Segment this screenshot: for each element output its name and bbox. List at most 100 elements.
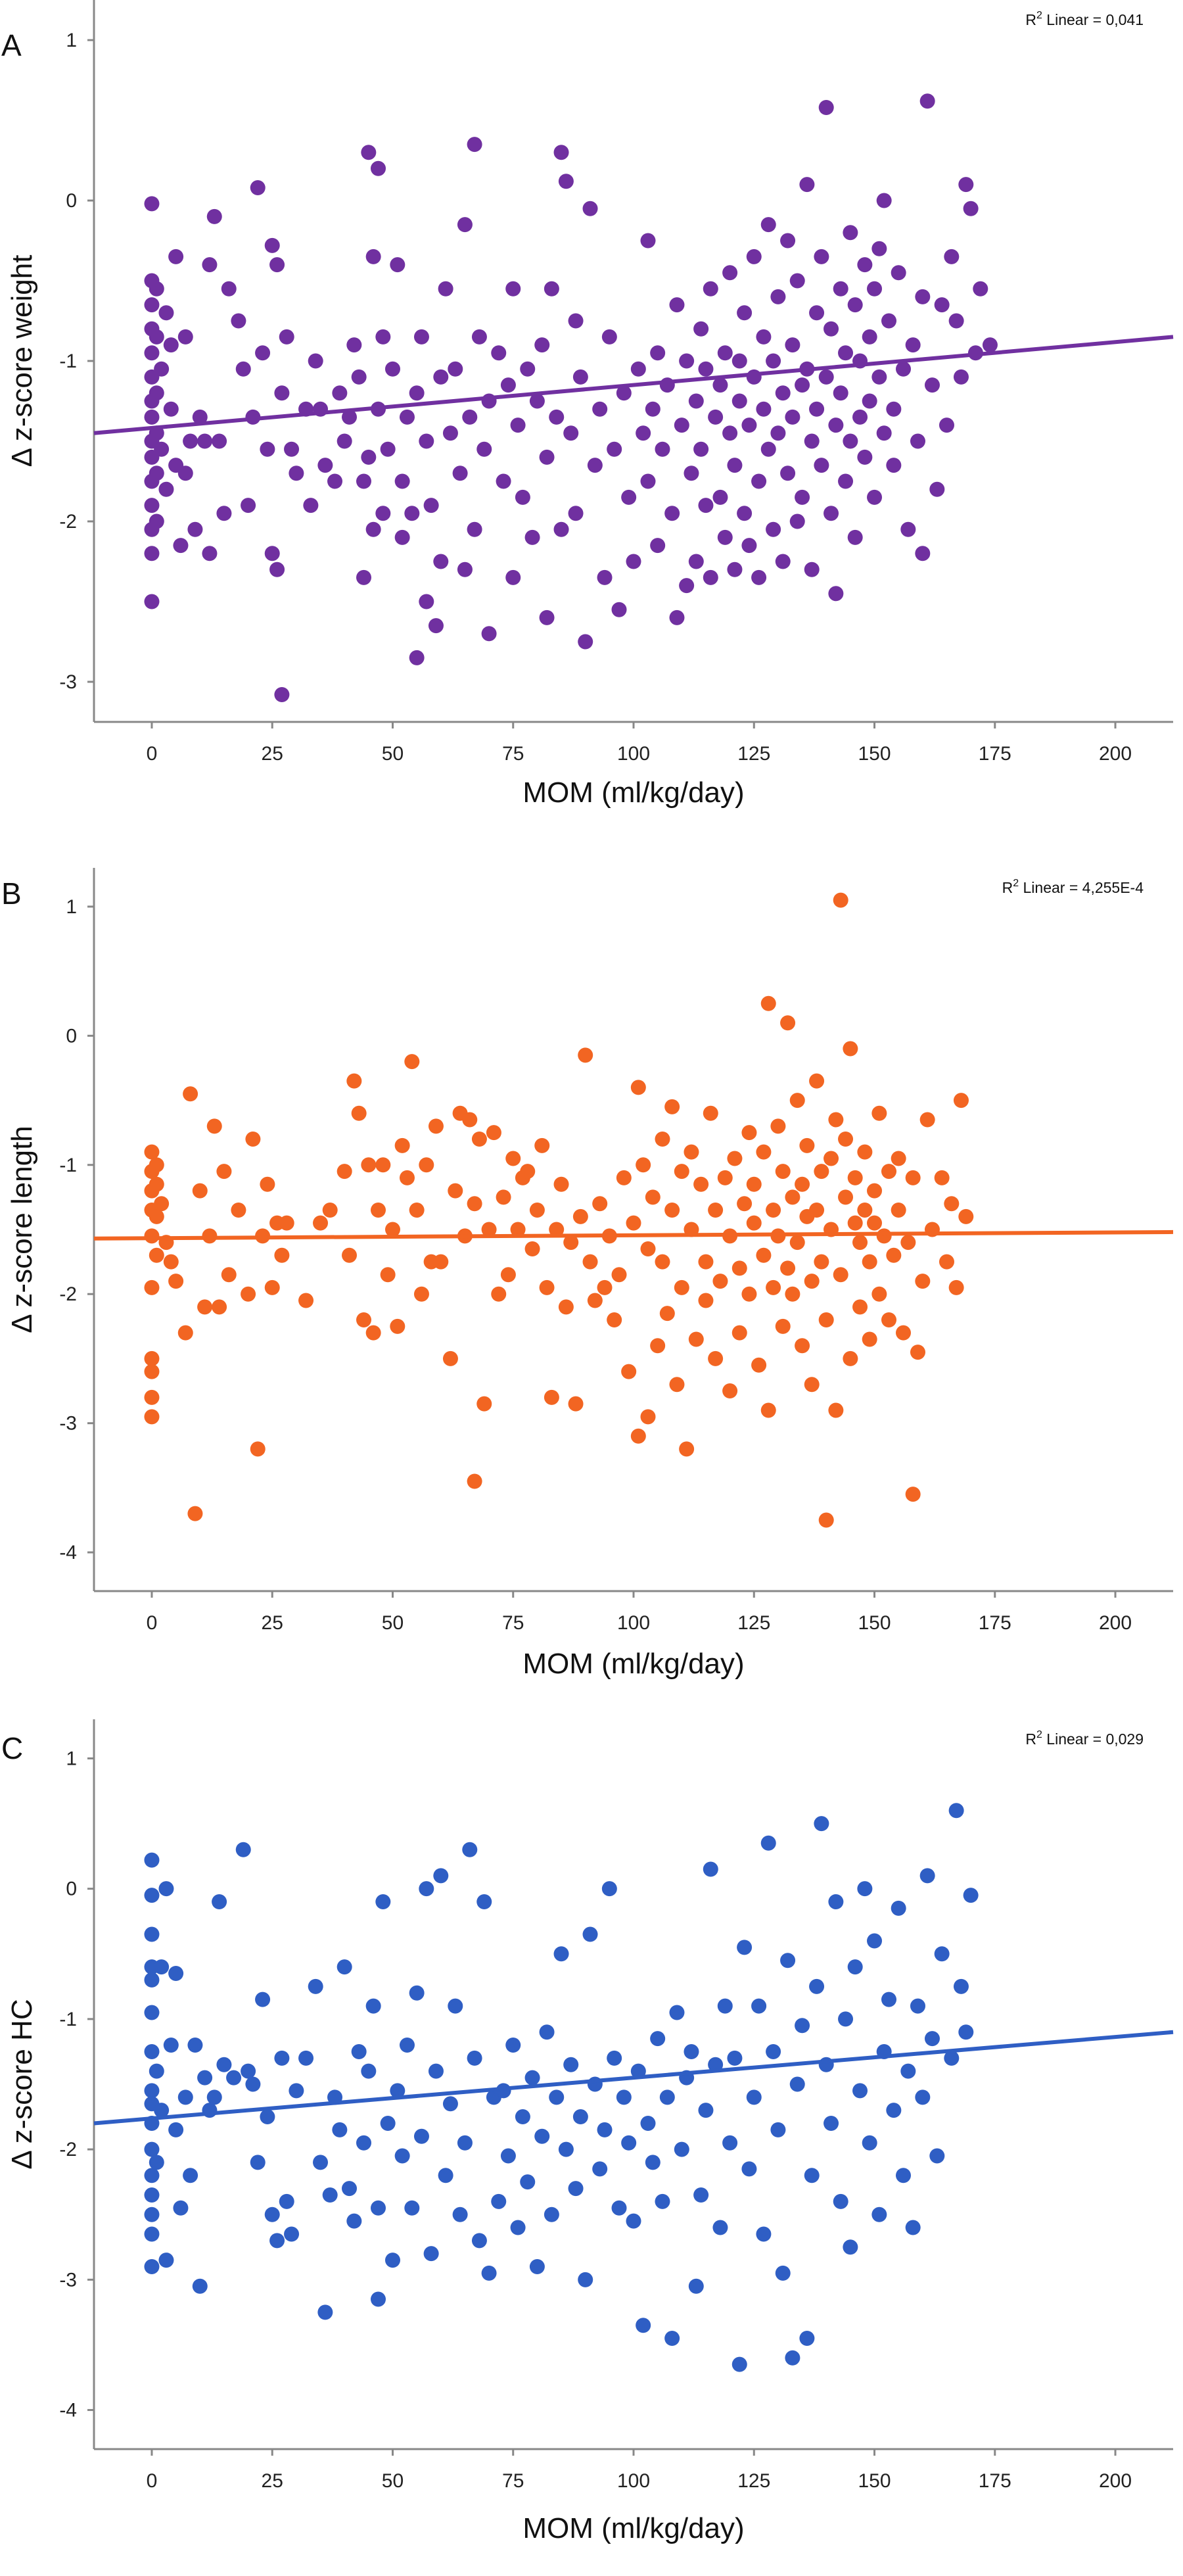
data-point [948, 313, 964, 329]
data-point [838, 1132, 854, 1147]
panel-letter: C [1, 1731, 23, 1765]
data-point [640, 1241, 656, 1256]
data-point [636, 1157, 651, 1173]
data-point [795, 1176, 810, 1192]
data-point [659, 1306, 675, 1322]
data-point [582, 201, 598, 216]
data-points [144, 93, 998, 703]
data-point [948, 1803, 964, 1819]
data-point [226, 2070, 242, 2086]
data-point [789, 2076, 805, 2092]
data-point [838, 1189, 854, 1205]
data-point [688, 554, 704, 569]
data-point [457, 561, 473, 577]
data-point [814, 1816, 829, 1832]
data-point [149, 2155, 164, 2170]
data-point [838, 2011, 854, 2027]
data-point [476, 441, 492, 457]
data-point [578, 2272, 593, 2287]
x-axis-label: MOM (ml/kg/day) [522, 776, 744, 809]
data-point [847, 297, 863, 313]
data-point [144, 2005, 160, 2020]
data-point [823, 321, 839, 337]
data-point [640, 473, 656, 489]
data-point [915, 546, 931, 561]
data-point [891, 1151, 906, 1166]
data-point [862, 1331, 877, 1347]
data-point [741, 1286, 757, 1302]
data-point [313, 2155, 329, 2170]
data-point [727, 458, 743, 473]
data-point [944, 2050, 960, 2066]
data-point [553, 1946, 569, 1962]
data-point [785, 2350, 800, 2366]
data-point [462, 1842, 478, 1857]
data-point [896, 1325, 911, 1341]
data-point [867, 281, 883, 297]
data-point [857, 1144, 873, 1160]
data-point [862, 393, 877, 409]
data-point [491, 2193, 507, 2209]
data-point [766, 521, 781, 537]
data-point [770, 289, 786, 304]
y-tick-label: -4 [59, 1542, 77, 1563]
data-point [544, 1389, 559, 1405]
data-point [563, 1235, 579, 1251]
data-point [558, 174, 574, 189]
data-point [698, 1293, 714, 1308]
data-point [471, 2233, 487, 2249]
data-point [698, 2103, 714, 2118]
data-point [250, 1441, 266, 1457]
data-point [592, 2161, 608, 2177]
x-tick-label: 175 [979, 2470, 1011, 2492]
data-point [158, 2253, 174, 2268]
data-point [149, 281, 164, 297]
data-point [568, 2181, 584, 2197]
data-point [346, 337, 362, 353]
x-tick-label: 100 [617, 743, 650, 765]
data-point [264, 1279, 280, 1295]
data-point [775, 554, 791, 569]
data-point [717, 345, 733, 361]
data-point [144, 1972, 160, 1988]
data-point [419, 594, 434, 609]
data-point [428, 1118, 444, 1134]
data-point [881, 1164, 897, 1180]
data-point [703, 1105, 718, 1121]
data-point [982, 337, 998, 353]
data-point [380, 441, 396, 457]
data-point [467, 137, 482, 153]
data-point [264, 2206, 280, 2222]
data-point [746, 1215, 762, 1231]
data-point [177, 2089, 193, 2105]
data-point [929, 2148, 945, 2164]
data-point [183, 2168, 198, 2183]
data-point [206, 2089, 222, 2105]
data-point [708, 1203, 724, 1218]
data-point [741, 1125, 757, 1141]
data-point [308, 353, 323, 369]
data-point [144, 498, 160, 513]
data-point [664, 1099, 680, 1114]
data-point [655, 2193, 670, 2209]
data-point [544, 2206, 559, 2222]
data-point [250, 179, 266, 195]
data-points [144, 1803, 979, 2372]
x-tick-label: 0 [147, 743, 158, 765]
data-point [843, 1350, 858, 1366]
y-tick-label: 1 [66, 896, 77, 918]
data-point [433, 369, 449, 385]
data-point [154, 2103, 170, 2118]
y-tick-label: -2 [59, 1283, 77, 1305]
data-point [144, 2168, 160, 2183]
data-point [448, 361, 463, 377]
data-point [158, 305, 174, 321]
data-point [785, 337, 800, 353]
data-point [245, 1132, 261, 1147]
data-point [910, 433, 925, 449]
x-axis-label: MOM (ml/kg/day) [522, 1648, 744, 1680]
data-point [384, 2253, 400, 2268]
data-point [144, 2083, 160, 2099]
data-point [650, 538, 666, 554]
data-point [852, 1299, 868, 1315]
